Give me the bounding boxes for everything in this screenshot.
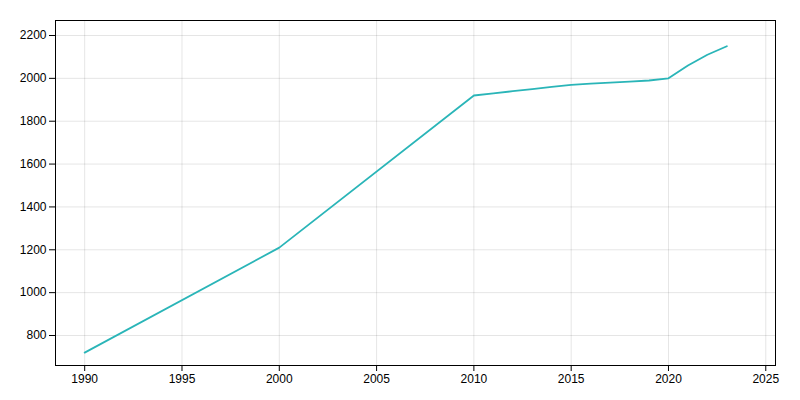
svg-text:2010: 2010 bbox=[461, 372, 488, 386]
svg-text:1995: 1995 bbox=[169, 372, 196, 386]
svg-text:2015: 2015 bbox=[558, 372, 585, 386]
svg-text:2000: 2000 bbox=[266, 372, 293, 386]
svg-text:1800: 1800 bbox=[20, 114, 47, 128]
svg-text:1200: 1200 bbox=[20, 243, 47, 257]
svg-text:1400: 1400 bbox=[20, 200, 47, 214]
svg-text:800: 800 bbox=[26, 328, 46, 342]
svg-text:1600: 1600 bbox=[20, 157, 47, 171]
svg-text:2005: 2005 bbox=[363, 372, 390, 386]
svg-text:2000: 2000 bbox=[20, 71, 47, 85]
svg-text:2025: 2025 bbox=[752, 372, 779, 386]
svg-text:2200: 2200 bbox=[20, 28, 47, 42]
svg-text:1990: 1990 bbox=[71, 372, 98, 386]
svg-text:1000: 1000 bbox=[20, 285, 47, 299]
svg-text:2020: 2020 bbox=[655, 372, 682, 386]
